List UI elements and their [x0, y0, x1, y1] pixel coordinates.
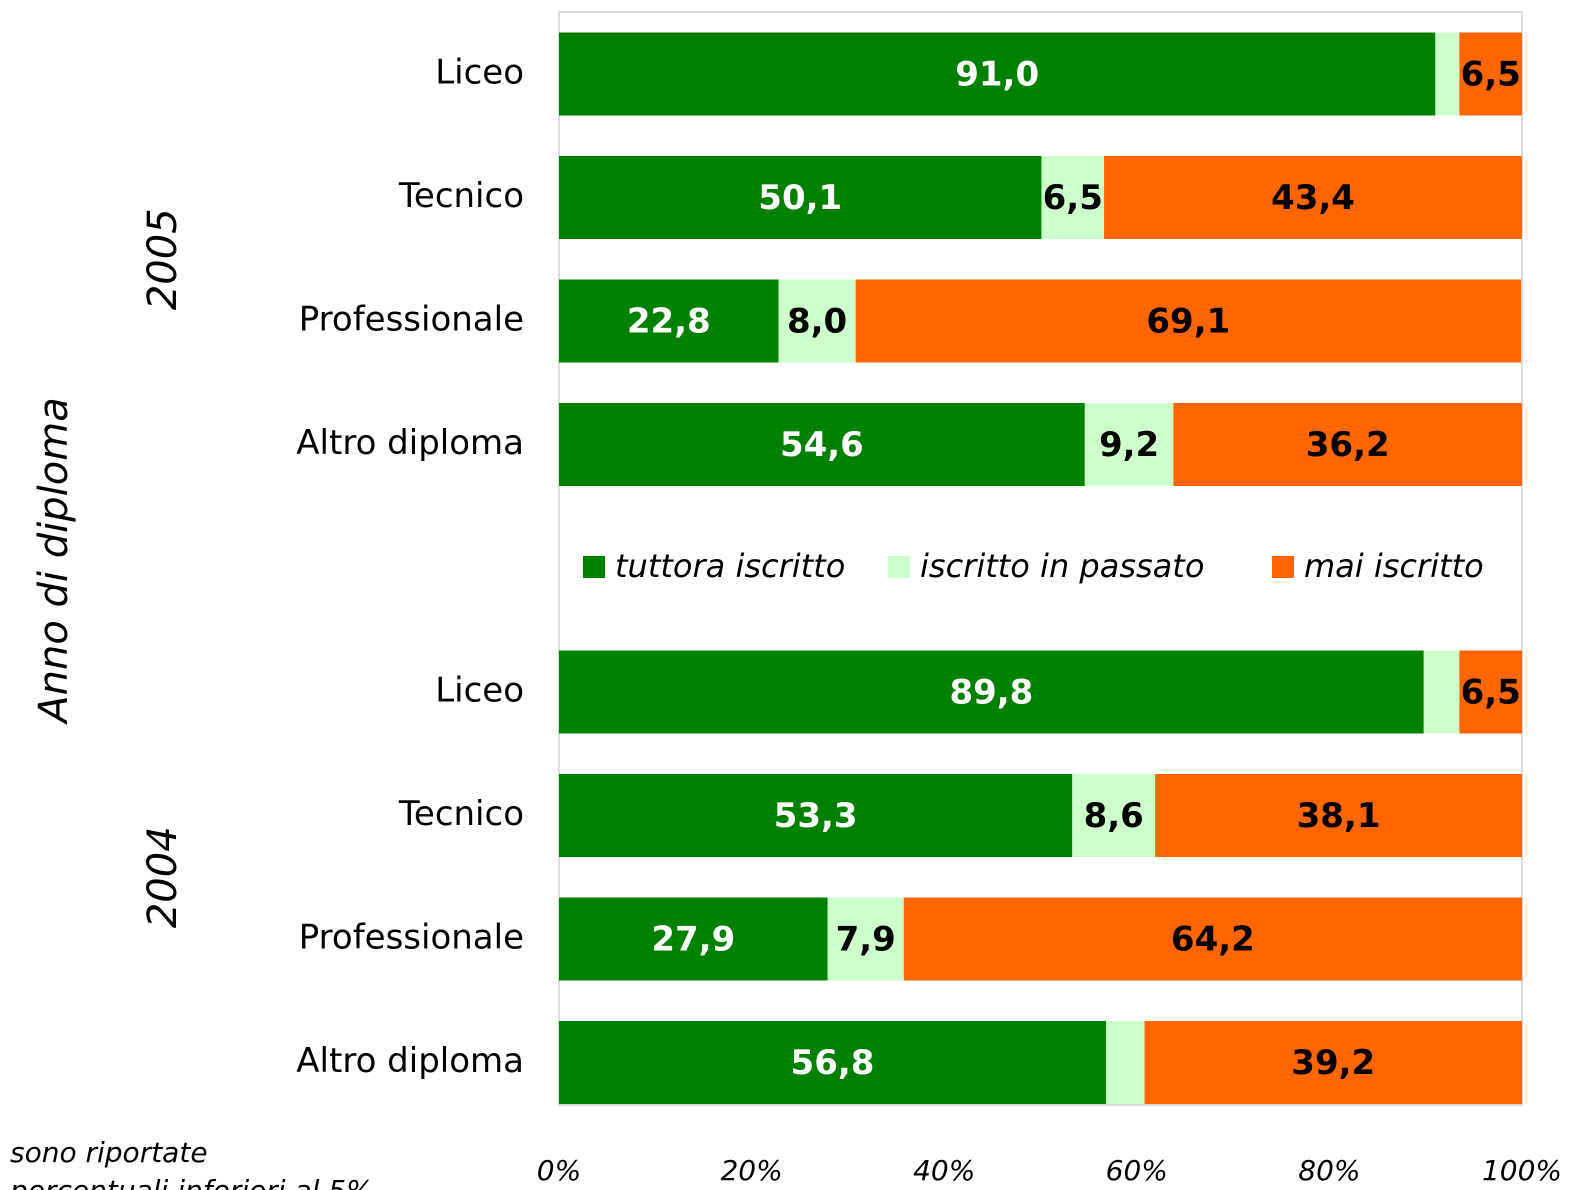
data-label: 89,8 [949, 673, 1033, 713]
y-tick-label: Liceo [435, 671, 524, 711]
data-label: 22,8 [627, 302, 711, 342]
bar-segment [559, 650, 1424, 734]
bar-segment [559, 156, 1042, 239]
bar-segment [1144, 1021, 1522, 1104]
data-label: 54,6 [780, 425, 864, 465]
data-label: 39,2 [1291, 1043, 1375, 1083]
bar-segment [1041, 156, 1105, 239]
y-tick-label: Tecnico [398, 176, 524, 216]
data-label: 50,1 [758, 178, 842, 218]
bar-segment [827, 897, 904, 981]
y-tick-label: Liceo [435, 53, 524, 93]
data-label: 69,1 [1146, 302, 1230, 342]
bar-segment [1173, 403, 1522, 486]
bar-segment [1435, 32, 1460, 116]
bar-segment [1105, 1021, 1145, 1104]
x-tick-label: 0% [537, 1154, 581, 1187]
bar-segment [559, 403, 1085, 486]
bar-segment [903, 897, 1522, 981]
data-label: 64,2 [1171, 920, 1255, 960]
y-tick-label: Professionale [299, 300, 524, 340]
bar-segment [559, 32, 1436, 116]
y-tick-label: Altro diploma [296, 423, 524, 463]
legend-swatch [888, 556, 910, 578]
data-label: 38,1 [1297, 796, 1381, 836]
legend-swatch [1272, 556, 1294, 578]
legend-label: mai iscritto [1304, 547, 1484, 585]
data-label: 7,9 [836, 920, 896, 960]
data-label: 6,5 [1461, 673, 1521, 713]
x-tick-label: 80% [1298, 1154, 1360, 1187]
y-axis-label: Anno di diploma [31, 397, 77, 725]
bar-segment [559, 1021, 1106, 1104]
bar-segment [855, 279, 1522, 363]
data-label: 6,5 [1043, 178, 1103, 218]
bar-segment [1104, 156, 1522, 239]
data-label: 9,2 [1099, 425, 1159, 465]
bar-segment [778, 279, 856, 363]
data-label: 8,0 [787, 302, 847, 342]
bar-segment [1155, 774, 1522, 857]
bar-segment [559, 774, 1073, 857]
plot-frame [558, 11, 1523, 1106]
bar-segment [1072, 774, 1156, 857]
data-label: 56,8 [791, 1043, 875, 1083]
legend-label: iscritto in passato [920, 547, 1204, 585]
x-tick-label: 100% [1482, 1154, 1562, 1187]
y-tick-label: Professionale [299, 918, 524, 958]
data-label: 53,3 [774, 796, 858, 836]
note: sono riportate [10, 1136, 208, 1169]
data-label: 6,5 [1461, 55, 1521, 95]
data-label: 91,0 [955, 55, 1039, 95]
x-tick-label: 40% [913, 1154, 975, 1187]
data-label: 43,4 [1271, 178, 1355, 218]
bar-segment [1459, 650, 1522, 734]
legend-label: tuttora iscritto [615, 547, 845, 585]
x-tick-label: 60% [1106, 1154, 1168, 1187]
bar-segment [559, 279, 779, 363]
bar-segment [559, 897, 828, 981]
y-tick-label: Tecnico [398, 794, 524, 834]
x-tick-label: 20% [720, 1154, 782, 1187]
group-label: 2004 [140, 826, 186, 928]
bar-segment [1423, 650, 1460, 734]
bar-segment [1459, 32, 1522, 116]
note: percentuali inferiori al 5% [9, 1174, 373, 1190]
y-tick-label: Altro diploma [296, 1041, 524, 1081]
bar-segment [1084, 403, 1174, 486]
data-label: 36,2 [1306, 425, 1390, 465]
group-label: 2005 [140, 208, 186, 310]
data-label: 8,6 [1084, 796, 1144, 836]
data-label: 27,9 [651, 920, 735, 960]
legend-swatch [583, 556, 605, 578]
